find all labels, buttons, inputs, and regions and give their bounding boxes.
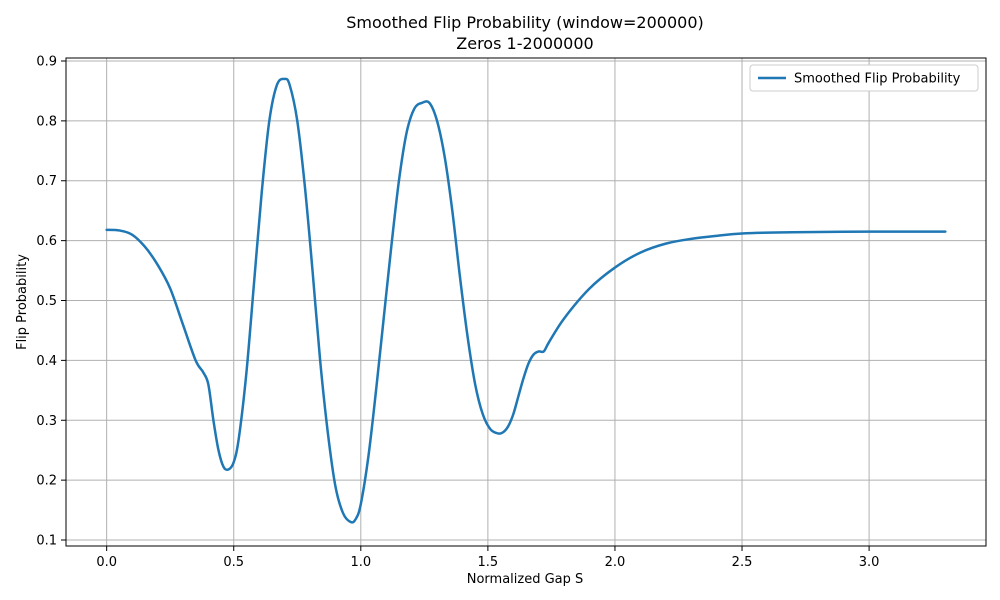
series-line [105,77,947,524]
y-tick-label: 0.1 [36,534,57,549]
x-tick-label: 1.0 [350,555,371,570]
y-tick-label: 0.8 [36,114,57,129]
x-tick-label: 0.5 [223,555,244,570]
y-tick-label: 0.5 [36,294,57,309]
y-tick-label: 0.3 [36,414,57,429]
legend-label: Smoothed Flip Probability [794,72,961,87]
x-tick-label: 2.0 [605,555,626,570]
chart-title: Smoothed Flip Probability (window=200000… [346,13,704,32]
x-axis: 0.0 0.5 1.0 1.5 2.0 2.5 3.0 [96,546,879,570]
legend-box [749,64,979,92]
y-tick-label: 0.2 [36,474,57,489]
chart-subtitle: Zeros 1-2000000 [456,34,593,53]
y-tick-label: 0.9 [36,54,57,69]
y-axis-label: Flip Probability [15,254,30,350]
x-tick-label: 3.0 [859,555,880,570]
series-layer [105,77,947,524]
legend: Smoothed Flip Probability [749,64,979,92]
plot-frame [65,57,987,547]
grid-lines [66,58,986,546]
x-tick-label: 2.5 [732,555,753,570]
y-tick-label: 0.4 [36,354,57,369]
x-tick-label: 0.0 [96,555,117,570]
x-axis-label: Normalized Gap S [467,572,584,587]
y-axis: 0.1 0.2 0.3 0.4 0.5 0.6 0.7 0.8 0.9 [36,54,66,549]
y-tick-label: 0.7 [36,174,57,189]
x-tick-label: 1.5 [478,555,499,570]
y-tick-label: 0.6 [36,234,57,249]
